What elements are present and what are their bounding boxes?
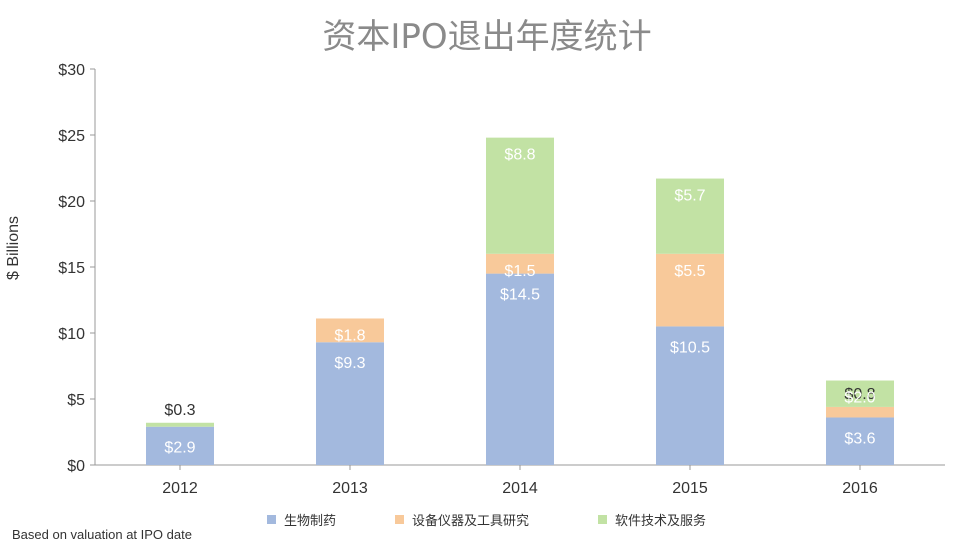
y-tick-label: $20 bbox=[58, 194, 85, 211]
data-label: $0.3 bbox=[164, 402, 195, 419]
legend-label: 设备仪器及工具研究 bbox=[412, 513, 529, 529]
bars bbox=[146, 137, 894, 465]
bar-segment bbox=[146, 426, 214, 465]
bar-segment bbox=[656, 178, 724, 254]
bar-segment bbox=[656, 253, 724, 327]
bar-segment bbox=[826, 417, 894, 465]
y-axis-label: $ Billions bbox=[5, 216, 22, 280]
legend-swatch bbox=[598, 515, 607, 524]
legend-swatch bbox=[395, 515, 404, 524]
data-label: $9.3 bbox=[334, 355, 365, 372]
y-tick-label: $5 bbox=[67, 392, 85, 409]
x-tick-label: 2016 bbox=[842, 480, 878, 497]
bar-segment bbox=[316, 318, 384, 343]
data-label: $14.5 bbox=[500, 287, 540, 304]
x-tick-label: 2013 bbox=[332, 480, 368, 497]
bar-segment bbox=[486, 253, 554, 274]
axes: $0 $5 $10 $15 $20 $25 $30 2012 2013 2014 2015 2016 bbox=[58, 62, 945, 497]
data-label: $8.8 bbox=[504, 147, 535, 164]
bar-segment bbox=[146, 422, 214, 427]
legend-label: 生物制药 bbox=[284, 514, 336, 529]
x-tick-label: 2015 bbox=[672, 480, 708, 497]
bar-segment bbox=[486, 137, 554, 254]
chart-title: 资本IPO退出年度统计 bbox=[322, 17, 651, 57]
y-tick-label: $10 bbox=[58, 326, 85, 343]
footnote: Based on valuation at IPO date bbox=[12, 527, 192, 542]
bar-segment bbox=[826, 380, 894, 407]
data-label: $0.8 bbox=[844, 386, 875, 403]
data-label: $5.5 bbox=[674, 263, 705, 280]
bar-segment bbox=[316, 342, 384, 465]
y-tick-label: $15 bbox=[58, 260, 85, 277]
data-label: $10.5 bbox=[670, 339, 710, 356]
x-tick-label: 2012 bbox=[162, 480, 198, 497]
y-tick-label: $30 bbox=[58, 62, 85, 79]
data-label: $5.7 bbox=[674, 188, 705, 205]
data-label: $1.8 bbox=[334, 327, 365, 344]
legend-swatch bbox=[267, 515, 276, 524]
data-label: $2.9 bbox=[164, 440, 195, 457]
data-label: $1.5 bbox=[504, 263, 535, 280]
y-tick-label: $25 bbox=[58, 128, 85, 145]
bar-segment bbox=[826, 406, 894, 418]
legend-label: 软件技术及服务 bbox=[615, 513, 706, 529]
bar-segment bbox=[656, 326, 724, 465]
bar-segment bbox=[486, 273, 554, 465]
y-tick-label: $0 bbox=[67, 458, 85, 475]
legend: 生物制药 设备仪器及工具研究 软件技术及服务 bbox=[267, 513, 706, 529]
data-labels: $2.9 $0.3 $9.3 $1.8 $14.5 $1.5 $8.8 $10.5 $5.5 $5… bbox=[164, 147, 875, 457]
data-label: $3.6 bbox=[844, 430, 875, 447]
data-label: $2.0 bbox=[844, 390, 875, 407]
x-tick-label: 2014 bbox=[502, 480, 538, 497]
